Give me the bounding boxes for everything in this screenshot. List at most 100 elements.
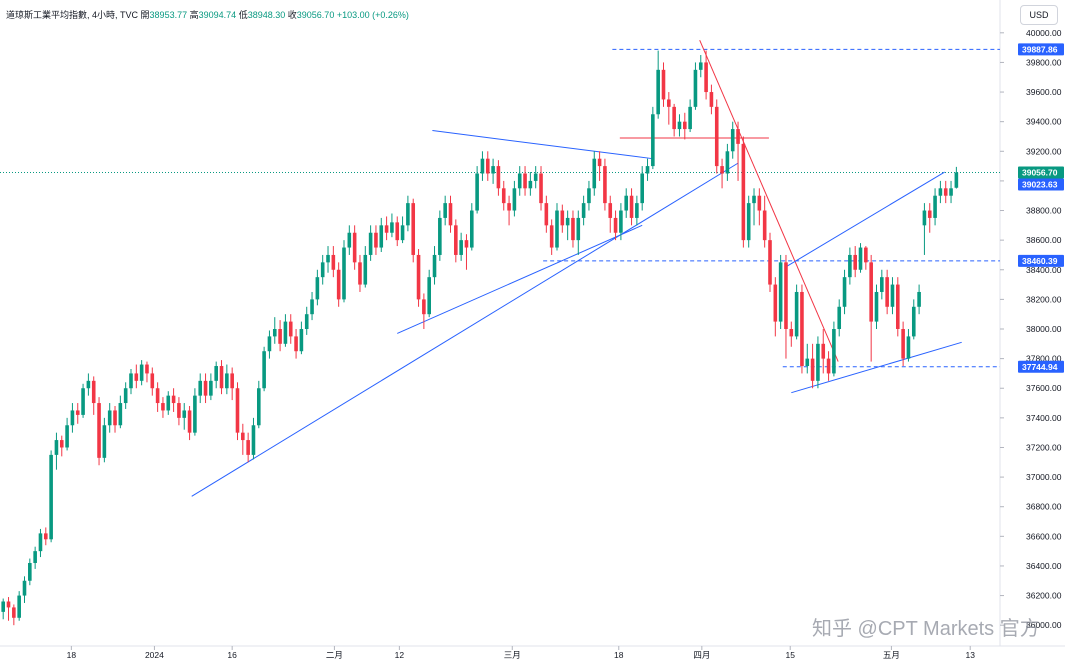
candle-body	[768, 240, 772, 285]
low-value: 38948.30	[247, 10, 286, 20]
y-tick-label: 38400.00	[1026, 265, 1062, 275]
candle-body	[214, 366, 218, 381]
candle-body	[86, 380, 91, 389]
candle-body	[406, 203, 410, 226]
candle-body	[682, 121, 687, 130]
candle-body	[725, 151, 730, 174]
candle-body	[193, 395, 197, 433]
trend-line	[432, 130, 653, 160]
candle-body	[581, 203, 586, 218]
candle-body	[475, 173, 479, 211]
price-tag-label: 38460.39	[1022, 256, 1058, 266]
candle-body	[688, 106, 692, 130]
candle-body	[927, 210, 932, 218]
candle-body	[288, 321, 293, 337]
candle-body	[469, 210, 474, 248]
price-tag-label: 39023.63	[1022, 180, 1058, 190]
candle-body	[784, 262, 788, 329]
candle-body	[949, 188, 953, 196]
candle-body	[640, 173, 644, 204]
candle-body	[432, 254, 437, 278]
candle-body	[235, 388, 240, 433]
candle-body	[597, 158, 602, 167]
candle-body	[810, 358, 815, 381]
candle-body	[123, 388, 128, 404]
x-tick-label: 四月	[693, 650, 710, 660]
candle-body	[182, 410, 187, 418]
candle-body	[43, 533, 48, 540]
candle-body	[565, 217, 570, 226]
candle-body	[187, 410, 192, 433]
candle-body	[59, 440, 64, 448]
candle-body	[22, 580, 27, 596]
price-axis: 36000.00 36200.00 36400.00 36600.00 36800.00…	[1000, 28, 1062, 630]
candle-body	[272, 329, 277, 337]
x-tick-label: 13	[965, 650, 975, 660]
candle-body	[837, 306, 842, 329]
candle-body	[517, 173, 522, 189]
candle-body	[384, 225, 389, 233]
candle-body	[390, 222, 394, 233]
y-tick-label: 36800.00	[1026, 502, 1062, 512]
candle-body	[155, 388, 160, 404]
candle-body	[81, 388, 85, 415]
candle-body	[746, 203, 751, 241]
candle-body	[603, 166, 607, 204]
candle-body	[246, 440, 250, 455]
candle-body	[267, 336, 272, 352]
candle-body	[400, 225, 405, 241]
candle-body	[800, 291, 804, 367]
y-tick-label: 38000.00	[1026, 324, 1062, 334]
change-value: +103.00 (+0.26%)	[336, 10, 409, 20]
candle-body	[571, 217, 575, 241]
high-value: 39094.74	[198, 10, 237, 20]
candle-body	[203, 380, 208, 396]
candle-body	[251, 425, 256, 455]
candle-body	[352, 232, 357, 263]
y-tick-label: 36200.00	[1026, 591, 1062, 601]
candle-body	[858, 247, 863, 270]
candle-body	[326, 254, 330, 263]
candle-body	[113, 410, 117, 426]
candle-body	[6, 601, 11, 608]
candle-body	[102, 425, 107, 458]
candle-body	[336, 269, 341, 300]
candle-body	[107, 410, 112, 426]
candle-body	[954, 172, 959, 188]
x-tick-label: 16	[227, 650, 237, 660]
candle-body	[704, 62, 708, 93]
candle-body	[762, 210, 767, 241]
candle-body	[145, 364, 149, 374]
candle-body	[869, 262, 873, 322]
candle-body	[299, 329, 304, 352]
candle-body	[672, 106, 676, 130]
candle-body	[587, 188, 591, 204]
trend-line	[397, 224, 643, 334]
candle-body	[853, 254, 857, 270]
candle-body	[161, 403, 165, 411]
candle-body	[752, 195, 756, 204]
candle-body	[549, 225, 554, 248]
candle-body	[528, 180, 533, 189]
candle-body	[816, 343, 820, 381]
candle-body	[539, 173, 543, 204]
currency-button[interactable]: USD	[1020, 5, 1058, 25]
symbol-label: 道琼斯工業平均指數, 4小時, TVC	[6, 10, 139, 20]
candle-body	[91, 380, 96, 404]
candle-body	[150, 373, 155, 389]
candle-body	[310, 299, 314, 315]
y-tick-label: 37200.00	[1026, 442, 1062, 452]
y-tick-label: 36600.00	[1026, 531, 1062, 541]
candle-body	[459, 240, 463, 255]
candle-body	[65, 425, 69, 448]
candle-body	[304, 314, 309, 329]
candle-body	[778, 262, 783, 322]
candle-body	[17, 595, 21, 618]
candle-body	[496, 166, 501, 189]
x-tick-label: 五月	[883, 650, 900, 660]
candle-body	[560, 210, 565, 226]
candle-body	[422, 299, 426, 315]
candle-body	[901, 329, 905, 359]
candle-body	[773, 284, 778, 322]
